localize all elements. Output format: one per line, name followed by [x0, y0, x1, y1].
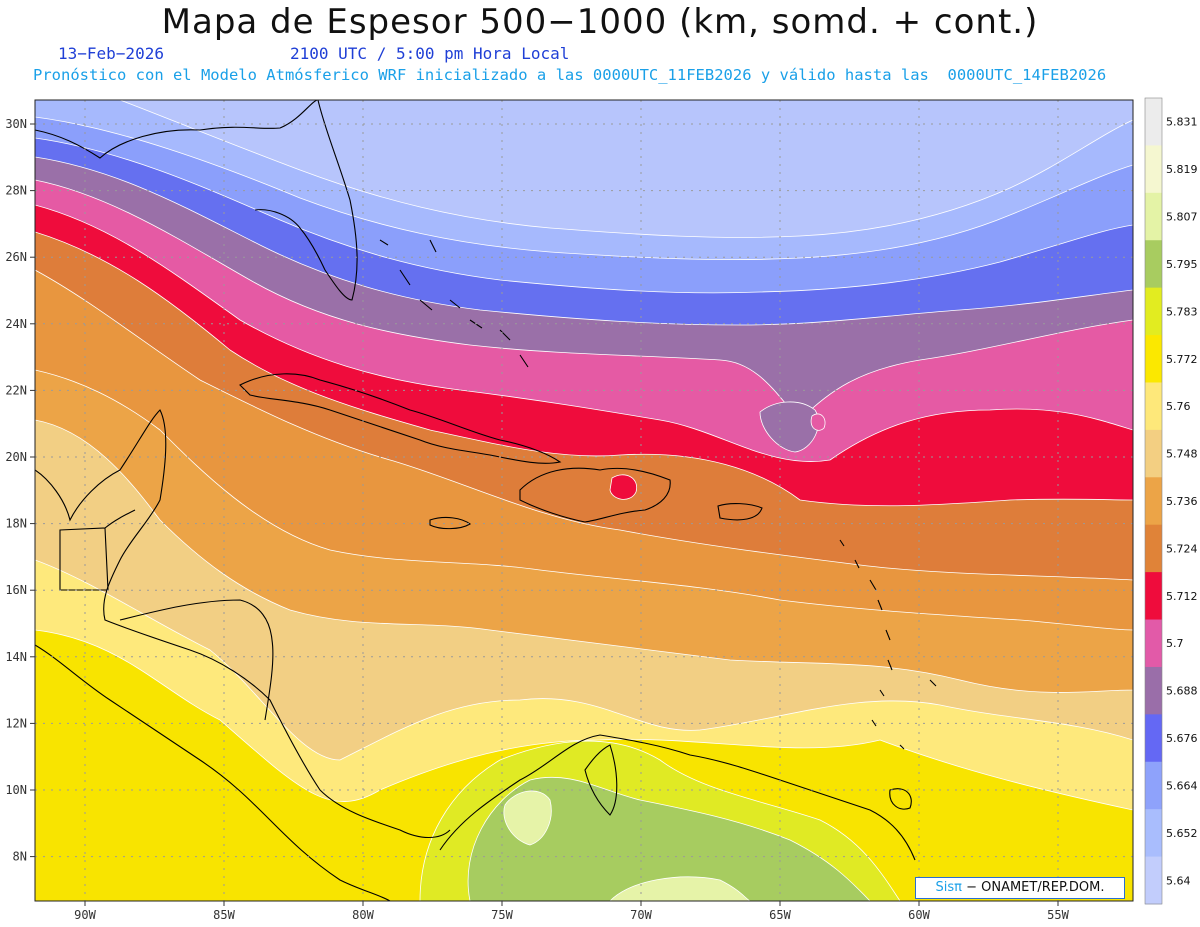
colorbar-label: 5.64 — [1166, 874, 1191, 887]
colorbar-label: 5.7 — [1166, 637, 1184, 650]
credit-text: − ONAMET/REP.DOM. — [966, 880, 1105, 895]
lat-label: 18N — [5, 517, 27, 531]
coastlines — [35, 100, 937, 901]
map-title: Mapa de Espesor 500−1000 (km, somd. + co… — [161, 2, 1039, 42]
colorbar-label: 5.736 — [1166, 495, 1198, 508]
lon-label: 75W — [491, 908, 513, 922]
model-description: Pronóstico con el Modelo Atmósferico WRF… — [33, 66, 1107, 84]
lon-label: 65W — [769, 908, 791, 922]
lon-label: 55W — [1047, 908, 1069, 922]
colorbar-swatch — [1145, 429, 1162, 478]
lat-label: 8N — [13, 850, 27, 864]
colorbar-swatch — [1145, 619, 1162, 668]
band-5819b — [609, 876, 751, 901]
colorbar-swatch — [1145, 809, 1162, 858]
colorbar-label: 5.712 — [1166, 590, 1198, 603]
lat-label: 30N — [5, 117, 27, 131]
colorbar-label: 5.748 — [1166, 448, 1198, 461]
colorbar-label: 5.831 — [1166, 116, 1198, 129]
lat-label: 24N — [5, 317, 27, 331]
colorbar-swatch — [1145, 287, 1162, 336]
colorbar-swatch — [1145, 335, 1162, 383]
colorbar-swatch — [1145, 761, 1162, 810]
colorbar-swatch — [1145, 856, 1162, 905]
colorbar-swatch — [1145, 382, 1162, 431]
forecast-date: 13−Feb−2026 — [58, 44, 164, 63]
colorbar-swatch — [1145, 192, 1162, 241]
colorbar-swatch — [1145, 666, 1162, 715]
colorbar-swatch — [1145, 477, 1162, 526]
colorbar-label: 5.688 — [1166, 685, 1198, 698]
colorbar-label: 5.664 — [1166, 779, 1198, 792]
colorbar-label: 5.724 — [1166, 542, 1198, 555]
colorbar-label: 5.819 — [1166, 163, 1198, 176]
colorbar-swatch — [1145, 524, 1162, 573]
lat-label: 14N — [5, 650, 27, 664]
colorbar-swatch — [1145, 98, 1162, 146]
lon-label: 90W — [74, 908, 96, 922]
lat-label: 26N — [5, 250, 27, 264]
band-5819 — [503, 790, 552, 846]
colorbar-label: 5.676 — [1166, 732, 1198, 745]
lat-label: 12N — [5, 716, 27, 730]
lon-label: 70W — [630, 908, 652, 922]
colorbar-label: 5.807 — [1166, 211, 1198, 224]
colorbar-label: 5.772 — [1166, 353, 1198, 366]
lat-label: 28N — [5, 184, 27, 198]
credit-brand: Sisπ — [935, 880, 962, 895]
colorbar-label: 5.76 — [1166, 400, 1191, 413]
colorbar-swatch — [1145, 572, 1162, 621]
colorbar-label: 5.652 — [1166, 827, 1198, 840]
lat-label: 20N — [5, 450, 27, 464]
colorbar-swatch — [1145, 240, 1162, 289]
lon-label: 85W — [213, 908, 235, 922]
band-5807 — [467, 776, 871, 901]
lat-label: 22N — [5, 383, 27, 397]
lat-label: 10N — [5, 783, 27, 797]
credit-box: Sisπ − ONAMET/REP.DOM. — [915, 877, 1125, 899]
colorbar-swatch — [1145, 145, 1162, 194]
colorbar-label: 5.795 — [1166, 258, 1198, 271]
lat-label: 16N — [5, 583, 27, 597]
colorbar-swatch — [1145, 714, 1162, 763]
colorbar-label: 5.783 — [1166, 305, 1198, 318]
lon-label: 80W — [352, 908, 374, 922]
forecast-time: 2100 UTC / 5:00 pm Hora Local — [290, 44, 570, 63]
lon-label: 60W — [908, 908, 930, 922]
band-5640 — [35, 100, 1133, 238]
